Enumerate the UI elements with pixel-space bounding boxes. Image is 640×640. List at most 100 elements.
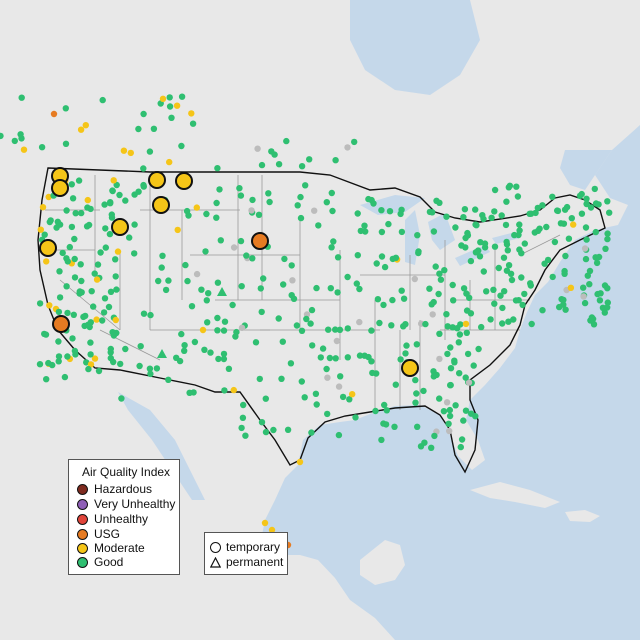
legend-item-hazardous: Hazardous xyxy=(77,482,152,496)
sensor-dot xyxy=(71,235,78,243)
sensor-dot xyxy=(298,378,305,385)
sensor-dot xyxy=(189,120,197,127)
sensor-dot xyxy=(238,283,245,290)
sensor-dot xyxy=(457,321,464,328)
sensor-dot xyxy=(329,207,336,215)
sensor-dot xyxy=(508,276,516,284)
sensor-dot xyxy=(188,303,196,310)
sensor-dot xyxy=(107,345,115,353)
sensor-dot xyxy=(372,407,379,415)
sensor-dot xyxy=(563,203,571,211)
sensor-dot xyxy=(238,424,245,432)
sensor-dot xyxy=(560,296,567,304)
sensor-dot xyxy=(127,149,134,157)
sensor-dot xyxy=(64,258,72,265)
legend-item-permanent: permanent xyxy=(210,555,283,569)
sensor-dot xyxy=(159,95,167,103)
sensor-dot xyxy=(118,395,125,402)
sensor-dot xyxy=(59,249,66,257)
sensor-dot xyxy=(0,132,4,140)
sensor-dot xyxy=(561,270,568,277)
hispaniola-land xyxy=(565,510,600,522)
sensor-dot xyxy=(376,319,383,327)
sensor-dot xyxy=(373,260,380,267)
sensor-dot xyxy=(457,443,464,451)
sensor-dot xyxy=(463,329,470,336)
sensor-dot xyxy=(214,314,221,322)
sensor-dot xyxy=(495,264,502,272)
sensor-dot xyxy=(352,414,359,421)
sensor-dot xyxy=(420,387,427,395)
sensor-dot xyxy=(77,126,85,133)
sensor-dot xyxy=(491,243,499,250)
sensor-dot xyxy=(452,224,459,231)
sensor-dot xyxy=(146,365,154,372)
sensor-dot xyxy=(36,300,44,307)
sensor-dot xyxy=(315,222,322,229)
sensor-dot xyxy=(503,241,511,248)
sensor-dot xyxy=(392,381,399,388)
sensor-dot xyxy=(193,204,200,211)
sensor-dot xyxy=(460,285,468,292)
temporary-monitor-marker xyxy=(175,172,193,190)
sensor-dot xyxy=(445,420,452,427)
sensor-dot xyxy=(261,519,269,527)
sensor-dot xyxy=(258,419,266,426)
sensor-dot xyxy=(181,347,188,354)
aqi-legend: Air Quality Index Hazardous Very Unhealt… xyxy=(68,459,180,575)
sensor-dot xyxy=(604,299,611,306)
sensor-dot xyxy=(521,290,528,298)
sensor-dot xyxy=(136,362,143,370)
sensor-dot xyxy=(447,365,455,372)
sensor-dot xyxy=(288,262,295,269)
sensor-dot xyxy=(173,354,180,361)
sensor-dot xyxy=(325,326,332,333)
sensor-dot xyxy=(64,309,71,317)
good-swatch xyxy=(77,556,88,568)
sensor-dot xyxy=(337,373,344,380)
sensor-dot xyxy=(501,288,508,295)
sensor-dot xyxy=(383,407,390,414)
sensor-dot xyxy=(491,186,499,194)
sensor-dot xyxy=(510,316,517,323)
sensor-dot xyxy=(594,290,601,298)
sensor-dot xyxy=(521,240,528,247)
sensor-dot xyxy=(112,256,119,263)
sensor-dot xyxy=(203,210,210,218)
sensor-dot xyxy=(539,307,546,314)
sensor-dot xyxy=(323,365,330,373)
sensor-dot xyxy=(88,288,95,295)
sensor-dot xyxy=(237,237,245,245)
sensor-dot xyxy=(105,303,113,311)
sensor-dot xyxy=(262,395,269,402)
sensor-dot xyxy=(178,330,185,338)
sensor-dot xyxy=(403,342,410,349)
sensor-dot xyxy=(368,358,375,365)
sensor-dot xyxy=(37,226,44,233)
sensor-dot xyxy=(465,379,473,386)
sensor-dot xyxy=(298,163,306,170)
sensor-dot xyxy=(153,365,161,372)
sensor-dot xyxy=(319,345,327,352)
sensor-dot xyxy=(481,240,489,247)
sensor-dot xyxy=(514,193,522,200)
sensor-dot xyxy=(184,277,191,285)
sensor-dot xyxy=(297,214,305,222)
sensor-dot xyxy=(237,192,245,199)
sensor-dot xyxy=(220,350,228,358)
legend-item-unhealthy: Unhealthy xyxy=(77,512,148,526)
sensor-dot xyxy=(460,214,467,221)
sensor-dot xyxy=(63,283,70,290)
sensor-dot xyxy=(147,370,154,378)
sensor-dot xyxy=(56,221,64,228)
sensor-dot xyxy=(497,292,504,299)
sensor-dot xyxy=(332,326,339,333)
sensor-dot xyxy=(107,288,115,295)
sensor-dot xyxy=(356,318,363,326)
sensor-dot xyxy=(230,244,238,251)
sensor-dot xyxy=(592,228,599,236)
sensor-dot xyxy=(135,188,142,195)
sensor-dot xyxy=(45,359,52,367)
sensor-dot xyxy=(214,279,222,286)
sensor-dot xyxy=(487,316,494,323)
